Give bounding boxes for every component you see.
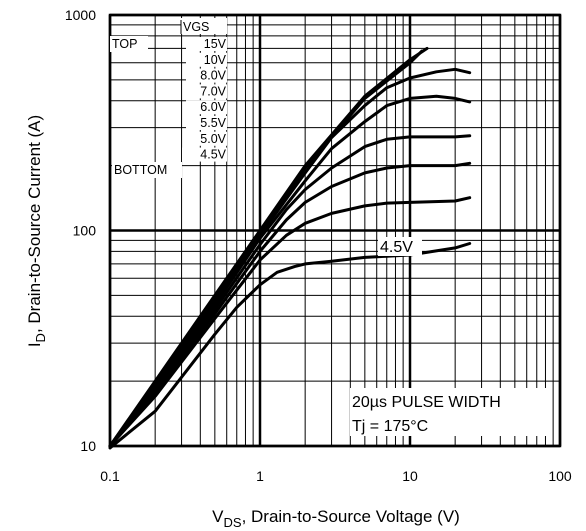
legend-entry-bg (186, 84, 227, 99)
tick-labels: 0.1 1 10 100 10 100 1000 (65, 7, 572, 484)
legend-entry: 6.0V (200, 100, 226, 114)
temperature-note: Tj = 175°C (352, 418, 428, 435)
y-tick-label: 1000 (65, 7, 96, 23)
legend-entry: 10V (204, 53, 227, 67)
legend-entry-bg (182, 147, 227, 162)
legend-entry: 4.5V (200, 148, 226, 162)
y-axis-title-sub: D (33, 333, 48, 342)
x-axis-title-rest: , Drain-to-Source Voltage (V) (242, 507, 460, 526)
legend-vgs-box (181, 18, 227, 34)
curve-vgs-8-0V (108, 67, 472, 448)
legend-entry: 5.0V (200, 132, 226, 146)
pulse-width-note: 20µs PULSE WIDTH (352, 394, 501, 411)
legend-entry-bg (186, 68, 227, 83)
curve-vgs-7-0V (108, 94, 472, 448)
legend-bottom-box (112, 162, 182, 178)
curves (108, 46, 472, 450)
legend-bottom-label: BOTTOM (114, 163, 167, 177)
legend-entry-bg (186, 52, 227, 67)
x-axis-title-sub: DS (224, 515, 242, 530)
plot-frame (108, 13, 562, 448)
curve-label-box (378, 237, 422, 256)
y-tick-label: 10 (80, 438, 96, 454)
x-tick-label: 1 (256, 468, 264, 484)
legend-header: VGS (183, 20, 209, 34)
legend-entry-bg (186, 116, 227, 130)
x-axis-title: VDS, Drain-to-Source Voltage (V) (212, 507, 460, 530)
y-axis-title: ID, Drain-to-Source Current (A) (25, 115, 48, 347)
legend-entry: 15V (204, 37, 227, 51)
annotation-box (350, 388, 552, 436)
y-tick-label: 100 (73, 223, 97, 239)
legend-entry-bg (186, 131, 227, 146)
curve-vgs-10V (108, 49, 424, 448)
y-axis-title-rest: , Drain-to-Source Current (A) (25, 115, 44, 333)
legend-entry: 5.5V (200, 116, 226, 130)
legend-entries: 15V 10V 8.0V7.0V 6.0V 5.5V 5.0V 4.5V (182, 37, 227, 162)
curve-vgs-5-0V (108, 196, 472, 448)
legend-top-box (110, 36, 148, 52)
legend-top-label: TOP (112, 37, 137, 51)
curve-label: 4.5V (380, 239, 413, 256)
x-tick-label: 100 (548, 468, 572, 484)
x-axis-title-main: V (212, 507, 224, 526)
y-axis-title-main: I (25, 342, 44, 347)
curve-vgs-6-0V (108, 134, 472, 448)
legend-entry-bg (186, 100, 227, 115)
x-tick-label: 0.1 (100, 468, 120, 484)
legend-entry-bg (186, 37, 227, 51)
curve-vgs-5-5V (108, 161, 472, 448)
x-tick-label: 10 (402, 468, 418, 484)
legend-entry: 8.0V (200, 69, 226, 83)
legend-entry: 7.0V (200, 84, 226, 98)
